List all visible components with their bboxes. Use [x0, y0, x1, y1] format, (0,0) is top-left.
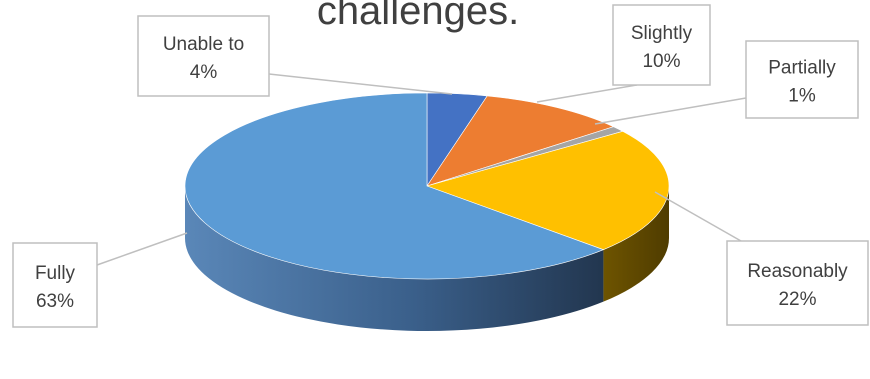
category-label: Slightly: [631, 23, 693, 44]
pie-side-fully: [184, 186, 604, 331]
category-label: Fully: [35, 263, 76, 284]
data-label-partially: Partially 1%: [594, 40, 859, 125]
percent-label: 22%: [778, 289, 816, 310]
callout-box: [12, 242, 98, 328]
leader-line: [96, 232, 188, 266]
category-label: Partially: [768, 58, 836, 79]
category-label: Reasonably: [747, 261, 848, 282]
percent-label: 10%: [642, 51, 680, 72]
callout-box: [745, 40, 859, 119]
slices-layer: [184, 92, 670, 331]
leader-line: [536, 84, 638, 103]
chart-title: challenges.: [317, 0, 519, 33]
pie-slice-slightly: [426, 95, 615, 187]
data-label-slightly: Slightly 10%: [536, 4, 711, 103]
labels-layer: Unable to 4% Slightly 10% Partially 1% Reasona…: [12, 4, 869, 328]
data-label-unable-to: Unable to 4%: [137, 15, 453, 97]
data-label-fully: Fully 63%: [12, 232, 188, 328]
pie-side-reasonably: [603, 186, 669, 302]
callout-box: [612, 4, 711, 86]
leader-line: [594, 97, 747, 125]
pie-slice-reasonably: [426, 131, 670, 250]
leader-line: [268, 73, 453, 95]
category-label: Unable to: [163, 34, 244, 55]
data-label-reasonably: Reasonably 22%: [654, 191, 869, 326]
leader-line: [654, 191, 742, 242]
percent-label: 63%: [36, 291, 74, 312]
percent-label: 4%: [190, 62, 218, 83]
percent-label: 1%: [788, 86, 816, 107]
callout-box: [726, 240, 869, 326]
callout-box: [137, 15, 270, 97]
pie-slice-fully: [184, 92, 605, 280]
